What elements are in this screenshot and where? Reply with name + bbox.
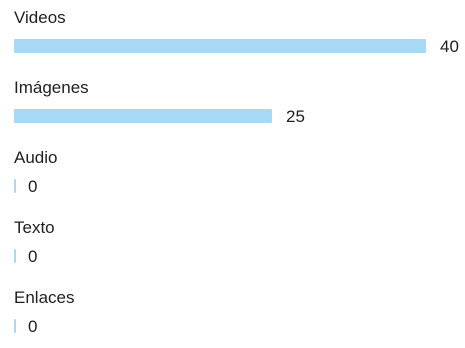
value-label: 0: [28, 247, 38, 266]
bar: [14, 319, 16, 333]
category-label: Texto: [14, 218, 55, 237]
bar: [14, 179, 16, 193]
bar: [14, 39, 426, 53]
value-label: 0: [28, 177, 38, 196]
bar-row: Imágenes 25: [14, 78, 454, 138]
category-label: Videos: [14, 8, 66, 27]
bar: [14, 249, 16, 263]
value-label: 40: [440, 37, 459, 56]
category-label: Imágenes: [14, 78, 89, 97]
bar: [14, 109, 272, 123]
value-label: 0: [28, 317, 38, 336]
bar-row: Texto 0: [14, 218, 454, 278]
bar-row: Enlaces 0: [14, 288, 454, 348]
bar-row: Videos 40: [14, 8, 459, 68]
bar-row: Audio 0: [14, 148, 454, 208]
category-label: Enlaces: [14, 288, 75, 307]
value-label: 25: [286, 107, 305, 126]
category-label: Audio: [14, 148, 58, 167]
